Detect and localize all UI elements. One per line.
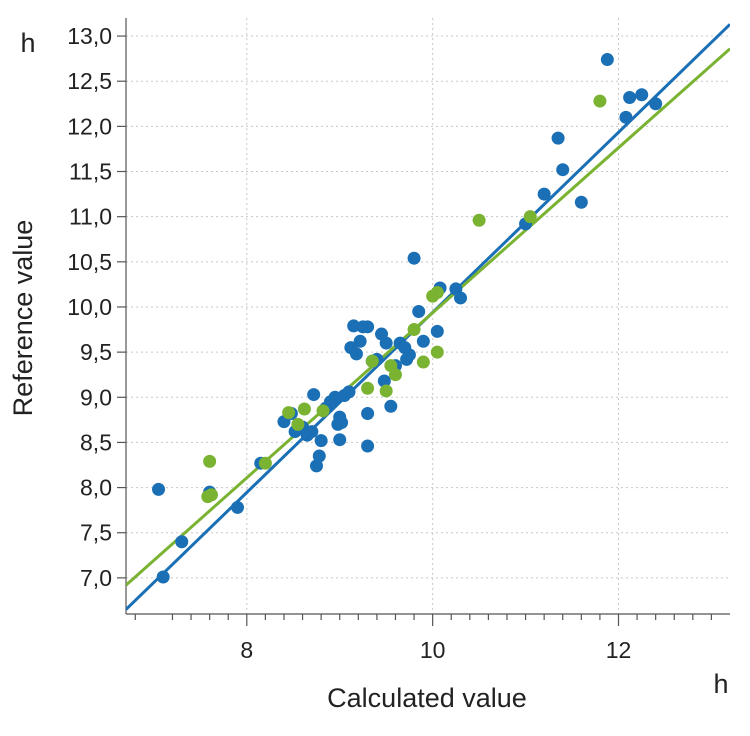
y-axis-label: Reference value (8, 220, 38, 417)
x-tick-label: 12 (606, 637, 632, 663)
data-point-series-2 (523, 210, 537, 224)
data-point-series-1 (454, 291, 468, 305)
data-point-series-1 (152, 482, 166, 496)
data-point-series-2 (365, 354, 379, 368)
data-point-series-1 (623, 90, 637, 104)
data-point-series-1 (305, 425, 319, 439)
data-point-series-1 (156, 570, 170, 584)
data-point-series-2 (291, 417, 305, 431)
y-tick-label: 9,5 (80, 339, 112, 365)
data-point-series-2 (472, 213, 486, 227)
data-point-series-1 (175, 535, 189, 549)
y-tick-label: 7,0 (80, 565, 112, 591)
data-point-series-2 (297, 402, 311, 416)
data-point-series-1 (361, 320, 375, 334)
data-point-series-1 (307, 388, 321, 402)
data-point-series-1 (430, 324, 444, 338)
data-point-series-1 (314, 434, 328, 448)
data-point-series-1 (551, 131, 565, 145)
data-point-series-2 (416, 355, 430, 369)
labels: Calculated value Reference value h h (8, 28, 729, 713)
data-point-series-1 (349, 347, 363, 361)
data-point-series-1 (416, 334, 430, 348)
fit-line-2 (126, 47, 730, 587)
y-tick-label: 11,0 (69, 204, 112, 230)
grid (126, 18, 730, 614)
data-point-series-2 (282, 406, 296, 420)
x-tick-label: 10 (420, 637, 446, 663)
data-point-series-1 (231, 500, 245, 514)
data-points (152, 53, 663, 584)
y-tick-label: 11,5 (69, 159, 112, 185)
data-point-series-1 (377, 374, 391, 388)
data-point-series-1 (407, 251, 421, 265)
y-tick-label: 10,0 (67, 294, 112, 320)
y-tick-label: 10,5 (67, 249, 112, 275)
y-tick-label: 7,5 (80, 520, 112, 546)
x-axis-unit: h (713, 669, 728, 699)
data-point-series-2 (258, 456, 272, 470)
y-tick-label: 8,0 (80, 475, 112, 501)
x-axis-label: Calculated value (327, 683, 527, 713)
data-point-series-1 (309, 459, 323, 473)
data-point-series-1 (402, 348, 416, 362)
data-point-series-1 (353, 334, 367, 348)
fit-lines (126, 23, 730, 611)
data-point-series-1 (649, 97, 663, 111)
data-point-series-1 (600, 53, 614, 67)
data-point-series-2 (316, 404, 330, 418)
y-tick-label: 12,0 (67, 113, 112, 139)
x-tick-label: 8 (240, 637, 253, 663)
y-tick-label: 8,5 (80, 429, 112, 455)
data-point-series-1 (574, 195, 588, 209)
data-point-series-1 (635, 88, 649, 102)
data-point-series-1 (361, 407, 375, 421)
data-point-series-2 (204, 488, 218, 502)
data-point-series-1 (335, 416, 349, 430)
y-tick-label: 13,0 (67, 23, 112, 49)
data-point-series-1 (412, 304, 426, 318)
data-point-series-1 (619, 110, 633, 124)
data-point-series-2 (388, 368, 402, 382)
data-point-series-1 (361, 439, 375, 453)
axes: 7,0 7,5 8,0 8,5 9,0 9,5 10,0 10,5 11,0 11,5 12,0 12… (67, 18, 730, 663)
data-point-series-2 (407, 323, 421, 337)
data-point-series-2 (430, 286, 444, 300)
data-point-series-2 (379, 384, 393, 398)
data-point-series-1 (384, 399, 398, 413)
data-point-series-1 (379, 336, 393, 350)
data-point-series-2 (430, 345, 444, 359)
y-tick-label: 9,0 (80, 384, 112, 410)
data-point-series-1 (333, 433, 347, 447)
y-axis-unit: h (20, 28, 35, 58)
y-tick-label: 12,5 (67, 68, 112, 94)
data-point-series-2 (361, 381, 375, 395)
data-point-series-1 (342, 385, 356, 399)
data-point-series-1 (312, 449, 326, 463)
data-point-series-2 (593, 94, 607, 108)
data-point-series-2 (203, 454, 217, 468)
data-point-series-1 (537, 187, 551, 201)
data-point-series-1 (556, 163, 570, 177)
